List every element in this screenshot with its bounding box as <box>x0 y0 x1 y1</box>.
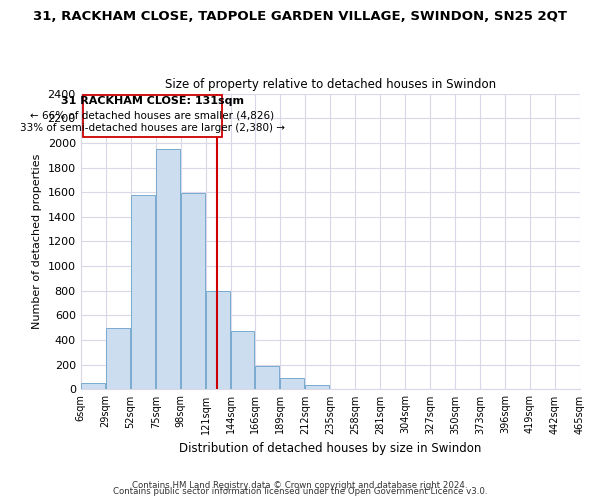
FancyBboxPatch shape <box>83 95 222 136</box>
Bar <box>181 194 205 390</box>
Bar <box>255 366 279 390</box>
Text: 31 RACKHAM CLOSE: 131sqm: 31 RACKHAM CLOSE: 131sqm <box>61 96 244 106</box>
Text: 33% of semi-detached houses are larger (2,380) →: 33% of semi-detached houses are larger (… <box>20 124 285 134</box>
Bar <box>305 385 329 390</box>
Title: Size of property relative to detached houses in Swindon: Size of property relative to detached ho… <box>165 78 496 91</box>
Bar <box>280 378 304 390</box>
Bar <box>156 149 180 390</box>
Bar <box>131 194 155 390</box>
X-axis label: Distribution of detached houses by size in Swindon: Distribution of detached houses by size … <box>179 442 482 455</box>
Text: Contains public sector information licensed under the Open Government Licence v3: Contains public sector information licen… <box>113 487 487 496</box>
Text: 31, RACKHAM CLOSE, TADPOLE GARDEN VILLAGE, SWINDON, SN25 2QT: 31, RACKHAM CLOSE, TADPOLE GARDEN VILLAG… <box>33 10 567 23</box>
Bar <box>231 332 254 390</box>
Text: ← 66% of detached houses are smaller (4,826): ← 66% of detached houses are smaller (4,… <box>31 110 275 120</box>
Y-axis label: Number of detached properties: Number of detached properties <box>32 154 42 329</box>
Bar <box>81 382 105 390</box>
Bar <box>106 328 130 390</box>
Text: Contains HM Land Registry data © Crown copyright and database right 2024.: Contains HM Land Registry data © Crown c… <box>132 481 468 490</box>
Bar <box>206 291 230 390</box>
